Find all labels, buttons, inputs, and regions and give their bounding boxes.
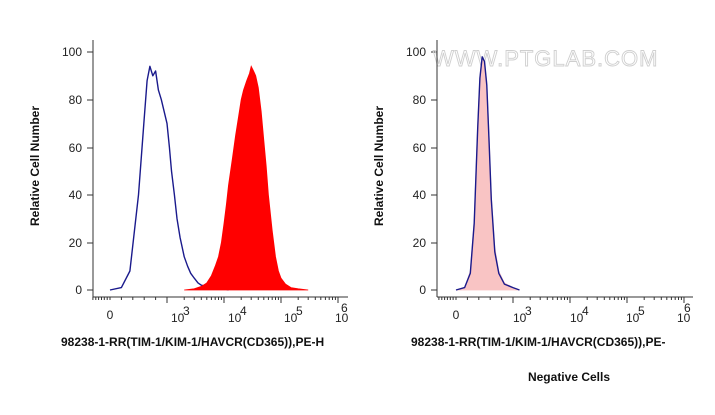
left-x-tick-label-10e3: 10 xyxy=(171,311,185,325)
right-y-tick-label: 0 xyxy=(419,283,426,297)
right-x-axis-title: 98238-1-RR(TIM-1/KIM-1/HAVCR(CD365)),PE- xyxy=(411,335,665,349)
right-x-tick-label-10e3: 10 xyxy=(513,311,527,325)
left-x-tick-exp-6: 6 xyxy=(341,301,348,315)
left-y-tick-label: 0 xyxy=(75,283,82,297)
negative-cells-caption: Negative Cells xyxy=(528,370,610,384)
right-plot-area xyxy=(455,56,520,291)
right-y-ticks xyxy=(431,51,437,291)
right-y-tick-label: 80 xyxy=(413,93,427,107)
left-y-ticks xyxy=(87,51,93,291)
left-histogram-series-0 xyxy=(109,65,229,291)
left-y-tick-label: 20 xyxy=(69,236,83,250)
right-x-tick-label-10e5: 10 xyxy=(626,311,640,325)
right-x-minor-ticks xyxy=(438,297,685,303)
right-y-axis-title: Relative Cell Number xyxy=(372,106,386,226)
left-x-tick-labels: 0 10 3 10 4 10 5 10 6 xyxy=(107,301,349,325)
right-histogram-panel: Relative Cell Number 0 20 40 60 80 100 W… xyxy=(372,40,693,384)
left-x-tick-label-0: 0 xyxy=(107,308,114,322)
left-y-tick-label: 100 xyxy=(62,45,82,59)
right-histogram-series-1 xyxy=(455,56,520,291)
left-x-tick-exp-4: 4 xyxy=(240,304,247,318)
left-x-tick-label-10e4: 10 xyxy=(228,311,242,325)
left-y-axis-title: Relative Cell Number xyxy=(28,106,42,226)
left-x-minor-ticks xyxy=(92,297,339,303)
right-y-tick-label: 20 xyxy=(413,236,427,250)
left-histogram-series-1 xyxy=(184,65,309,291)
right-x-tick-label-0: 0 xyxy=(453,308,460,322)
right-x-tick-label-10e4: 10 xyxy=(570,311,584,325)
left-histogram-panel: Relative Cell Number 0 20 40 60 80 100 0… xyxy=(28,40,349,349)
watermark-text: WWW.PTGLAB.COM xyxy=(433,46,658,71)
left-y-tick-labels: 0 20 40 60 80 100 xyxy=(62,45,82,297)
left-y-tick-label: 60 xyxy=(69,141,83,155)
right-x-tick-exp-5: 5 xyxy=(638,304,645,318)
left-x-tick-label-10e5: 10 xyxy=(284,311,298,325)
right-x-tick-labels: 0 10 3 10 4 10 5 10 6 xyxy=(453,301,691,325)
right-x-tick-exp-3: 3 xyxy=(525,304,532,318)
left-x-axis-title: 98238-1-RR(TIM-1/KIM-1/HAVCR(CD365)),PE-… xyxy=(61,335,324,349)
right-y-tick-label: 100 xyxy=(406,45,426,59)
left-plot-area xyxy=(109,65,309,291)
right-y-tick-labels: 0 20 40 60 80 100 xyxy=(406,45,426,297)
left-y-tick-label: 80 xyxy=(69,93,83,107)
right-y-tick-label: 40 xyxy=(413,188,427,202)
left-x-tick-exp-5: 5 xyxy=(296,304,303,318)
left-x-tick-label-10e6: 10 xyxy=(335,311,349,325)
right-x-tick-exp-4: 4 xyxy=(582,304,589,318)
right-y-tick-label: 60 xyxy=(413,141,427,155)
left-y-tick-label: 40 xyxy=(69,188,83,202)
left-x-tick-exp-3: 3 xyxy=(183,304,190,318)
right-x-tick-exp-6: 6 xyxy=(684,301,691,315)
right-x-tick-label-10e6: 10 xyxy=(677,311,691,325)
